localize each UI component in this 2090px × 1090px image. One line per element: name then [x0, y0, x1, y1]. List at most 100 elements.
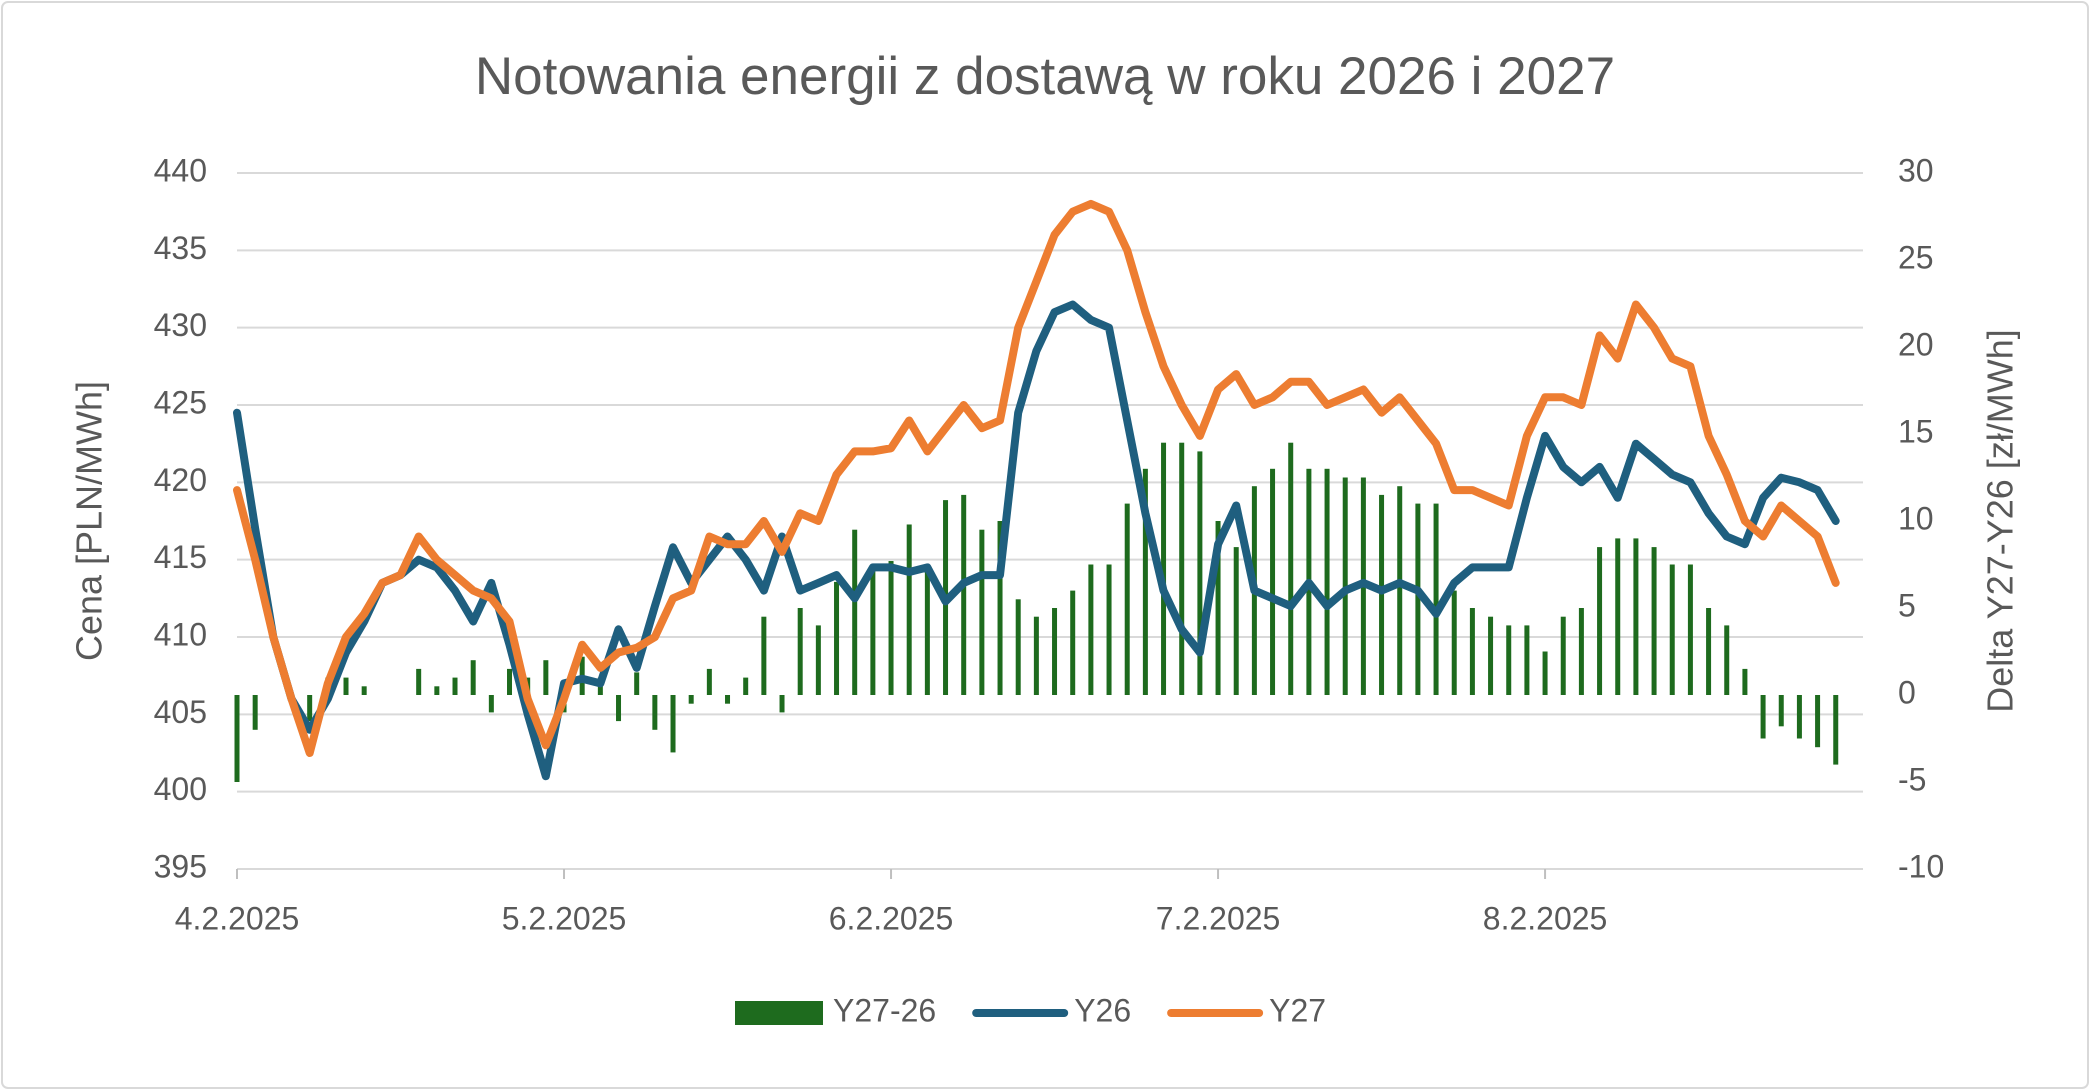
- x-tick-label: 6.2.2025: [829, 900, 954, 936]
- bar: [852, 529, 858, 695]
- bar: [1033, 616, 1039, 695]
- bar: [1197, 451, 1203, 695]
- y2-tick-label: -10: [1898, 848, 1944, 884]
- bar: [1560, 616, 1566, 695]
- bar: [1215, 521, 1221, 695]
- bar: [1651, 547, 1657, 695]
- bar: [1433, 503, 1439, 695]
- bar: [1687, 564, 1693, 695]
- bar: [761, 616, 767, 695]
- bar: [1233, 547, 1239, 695]
- bar: [1742, 668, 1748, 695]
- bar: [1270, 468, 1276, 695]
- bar: [343, 677, 349, 695]
- bar: [906, 524, 912, 695]
- bar: [706, 668, 712, 695]
- bar: [924, 564, 930, 695]
- bar: [1415, 503, 1421, 695]
- bar: [1015, 599, 1021, 695]
- bar: [688, 695, 694, 704]
- bar: [743, 677, 749, 695]
- bar: [834, 581, 840, 695]
- y-tick-label: 400: [154, 771, 207, 807]
- bar: [961, 494, 967, 695]
- bar: [888, 561, 894, 695]
- y2-tick-label: -5: [1898, 761, 1926, 797]
- y-tick-label: 425: [154, 384, 207, 420]
- bar: [1397, 486, 1403, 695]
- bar: [1706, 608, 1712, 695]
- y-tick-label: 440: [154, 152, 207, 188]
- bar: [725, 695, 731, 704]
- bar: [1052, 608, 1058, 695]
- y-tick-label: 415: [154, 539, 207, 575]
- bar: [1488, 616, 1494, 695]
- y-tick-label: 435: [154, 230, 207, 266]
- bar: [234, 695, 240, 782]
- bar: [634, 672, 640, 695]
- bar: [470, 660, 476, 695]
- y-tick-label: 420: [154, 462, 207, 498]
- x-tick-label: 7.2.2025: [1156, 900, 1281, 936]
- bar: [1324, 468, 1330, 695]
- legend-label: Y26: [1074, 992, 1131, 1028]
- bar: [1088, 564, 1094, 695]
- bar: [1179, 442, 1185, 695]
- y2-tick-label: 15: [1898, 413, 1934, 449]
- bar: [361, 686, 367, 695]
- bar: [543, 660, 549, 695]
- bar: [1288, 442, 1294, 695]
- bar: [1597, 547, 1603, 695]
- bar: [452, 677, 458, 695]
- bar: [1506, 625, 1512, 695]
- bar: [1524, 625, 1530, 695]
- bar: [1760, 695, 1766, 739]
- bar: [997, 521, 1003, 695]
- bar: [1161, 442, 1167, 695]
- bar: [488, 695, 494, 713]
- bar: [1796, 695, 1802, 739]
- y2-tick-label: 20: [1898, 326, 1934, 362]
- bar: [1724, 625, 1730, 695]
- bar: [1542, 651, 1548, 695]
- y2-tick-label: 25: [1898, 239, 1934, 275]
- bar: [1633, 538, 1639, 695]
- y2-axis-title: Delta Y27-Y26 [zł/MWh]: [1980, 329, 2021, 712]
- bar: [1833, 695, 1839, 765]
- bar: [652, 695, 658, 730]
- y-axis-title: Cena [PLN/MWh]: [69, 381, 110, 661]
- y-tick-label: 430: [154, 307, 207, 343]
- bar: [1379, 494, 1385, 695]
- bar: [1124, 503, 1130, 695]
- bar: [1778, 695, 1784, 727]
- bar: [815, 625, 821, 695]
- y2-tick-label: 10: [1898, 500, 1934, 536]
- y2-tick-label: 5: [1898, 587, 1916, 623]
- y-tick-label: 410: [154, 616, 207, 652]
- bar: [1815, 695, 1821, 748]
- y2-tick-label: 30: [1898, 152, 1934, 188]
- x-tick-label: 8.2.2025: [1483, 900, 1608, 936]
- x-tick-label: 5.2.2025: [502, 900, 627, 936]
- bar: [779, 695, 785, 713]
- legend-label: Y27: [1269, 992, 1326, 1028]
- bar: [252, 695, 258, 730]
- bar: [1615, 538, 1621, 695]
- bar: [1451, 590, 1457, 695]
- bar: [670, 695, 676, 753]
- bar: [1070, 590, 1076, 695]
- bar: [1469, 608, 1475, 695]
- chart-title: Notowania energii z dostawą w roku 2026 …: [475, 47, 1615, 106]
- y-tick-label: 395: [154, 848, 207, 884]
- bar: [434, 686, 440, 695]
- bar: [1142, 468, 1148, 695]
- bar: [416, 668, 422, 695]
- x-tick-label: 4.2.2025: [175, 900, 300, 936]
- bar: [307, 695, 313, 722]
- bar: [797, 608, 803, 695]
- bar: [616, 695, 622, 722]
- y2-tick-label: 0: [1898, 674, 1916, 710]
- legend-swatch: [735, 1001, 823, 1025]
